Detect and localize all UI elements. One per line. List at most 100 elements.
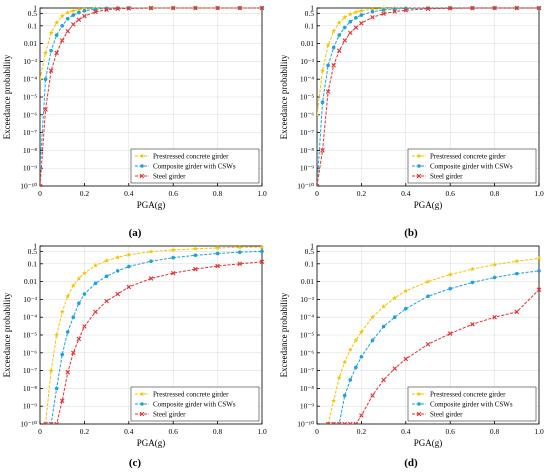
y-tick-label: 10⁻⁹ bbox=[300, 402, 314, 411]
data-point bbox=[337, 33, 342, 37]
data-point bbox=[237, 261, 243, 267]
y-tick-label: 1 bbox=[310, 242, 314, 251]
y-tick-label: 0.1 bbox=[28, 259, 38, 268]
data-point bbox=[370, 15, 375, 20]
data-point bbox=[59, 38, 65, 43]
x-tick-label: 0.8 bbox=[490, 189, 500, 198]
data-point bbox=[54, 33, 59, 37]
data-point bbox=[469, 266, 475, 272]
data-point bbox=[104, 258, 110, 263]
legend-label: Prestressed concrete girder bbox=[430, 391, 506, 399]
data-point bbox=[65, 10, 71, 15]
data-point bbox=[148, 276, 154, 281]
legend-label: Steel girder bbox=[430, 411, 463, 419]
data-point bbox=[392, 295, 398, 301]
data-point bbox=[76, 7, 82, 12]
data-point bbox=[71, 315, 76, 320]
legend-box bbox=[130, 386, 260, 422]
data-point bbox=[170, 270, 176, 276]
data-point bbox=[126, 252, 132, 257]
data-point bbox=[320, 68, 326, 73]
data-point bbox=[49, 48, 53, 53]
y-tick-label: 10⁻⁶ bbox=[300, 110, 314, 119]
data-point bbox=[71, 350, 76, 356]
data-point bbox=[40, 76, 43, 82]
data-point bbox=[381, 324, 386, 329]
data-point bbox=[215, 263, 220, 269]
y-tick-label: 10⁻⁹ bbox=[23, 164, 37, 173]
legend: Prestressed concrete girder Composite gir… bbox=[407, 386, 537, 422]
x-tick-label: 0.6 bbox=[446, 189, 456, 198]
data-point bbox=[348, 30, 353, 36]
data-point bbox=[70, 8, 76, 13]
series-line-2 bbox=[45, 250, 263, 424]
data-point bbox=[115, 6, 120, 12]
panel-label: (c) bbox=[129, 457, 142, 469]
x-tick-label: 1.0 bbox=[257, 189, 267, 198]
data-point bbox=[359, 413, 364, 418]
data-point bbox=[54, 20, 60, 25]
data-point bbox=[59, 398, 65, 404]
data-point bbox=[492, 314, 497, 320]
data-point bbox=[48, 368, 54, 373]
x-tick-label: 0.8 bbox=[490, 427, 500, 436]
data-point bbox=[448, 286, 453, 291]
y-tick-label: 10⁻⁵ bbox=[300, 93, 314, 102]
data-point bbox=[193, 253, 198, 258]
x-tick-label: 0.2 bbox=[357, 189, 367, 198]
data-point bbox=[60, 24, 64, 28]
data-point bbox=[370, 314, 375, 320]
y-tick-label: 10⁻³ bbox=[300, 295, 314, 304]
y-tick-label: 10⁻³ bbox=[23, 57, 37, 66]
data-point bbox=[60, 352, 64, 357]
series-line-1 bbox=[45, 246, 263, 424]
data-point bbox=[381, 11, 386, 16]
legend-marker bbox=[139, 173, 145, 179]
x-tick-label: 0.4 bbox=[401, 427, 411, 436]
y-tick-label: 10⁻⁴ bbox=[300, 313, 314, 322]
series-line-2 bbox=[40, 7, 262, 169]
data-point bbox=[354, 365, 358, 370]
legend-label: Composite girder with CSWs bbox=[430, 163, 513, 171]
data-point bbox=[536, 287, 542, 293]
data-point bbox=[104, 298, 109, 304]
legend-label: Composite girder with CSWs bbox=[153, 401, 236, 409]
data-point bbox=[347, 347, 353, 352]
data-point bbox=[237, 5, 243, 11]
data-point bbox=[127, 264, 131, 269]
legend: Prestressed concrete girder Composite gir… bbox=[130, 386, 260, 422]
data-point bbox=[76, 275, 82, 281]
data-point bbox=[171, 255, 175, 260]
data-point bbox=[348, 378, 353, 382]
chart-panel-2: 10⁻¹⁰ 10⁻⁹ 10⁻⁸ 10⁻⁷ 10⁻⁶ 10⁻⁵ 10⁻⁴ 10⁻³ 0.01 0.1… bbox=[279, 4, 544, 240]
y-tick-label: 10⁻⁷ bbox=[300, 128, 314, 137]
legend-marker bbox=[139, 411, 145, 417]
y-tick-label: 10⁻⁸ bbox=[300, 146, 314, 155]
data-point bbox=[403, 356, 409, 362]
data-point bbox=[537, 269, 541, 273]
panel-label: (d) bbox=[404, 457, 418, 469]
chart-panel-3: 10⁻¹⁰ 10⁻⁹ 10⁻⁸ 10⁻⁷ 10⁻⁶ 10⁻⁵ 10⁻⁴ 10⁻³ 0.01 0.1… bbox=[2, 242, 267, 470]
y-tick-label: 10⁻⁸ bbox=[23, 384, 37, 393]
y-tick-label: 10⁻⁷ bbox=[300, 366, 314, 375]
data-point bbox=[342, 359, 348, 365]
data-point bbox=[126, 284, 132, 290]
panel-label: (a) bbox=[129, 227, 142, 239]
data-point bbox=[359, 20, 364, 26]
y-tick-label: 10⁻⁵ bbox=[300, 331, 314, 340]
legend-marker bbox=[140, 164, 144, 168]
data-point bbox=[426, 294, 430, 299]
data-point bbox=[342, 25, 347, 30]
data-point bbox=[536, 255, 542, 261]
legend-marker bbox=[416, 153, 422, 159]
data-point bbox=[470, 321, 475, 327]
x-axis-title: PGA(g) bbox=[414, 438, 443, 448]
legend-marker bbox=[417, 164, 421, 168]
data-point bbox=[82, 8, 87, 13]
data-point bbox=[43, 77, 48, 81]
legend-box bbox=[407, 148, 537, 184]
legend-label: Prestressed concrete girder bbox=[153, 391, 229, 399]
data-point bbox=[148, 5, 154, 11]
data-point bbox=[81, 6, 87, 12]
legend-label: Composite girder with CSWs bbox=[430, 401, 513, 409]
